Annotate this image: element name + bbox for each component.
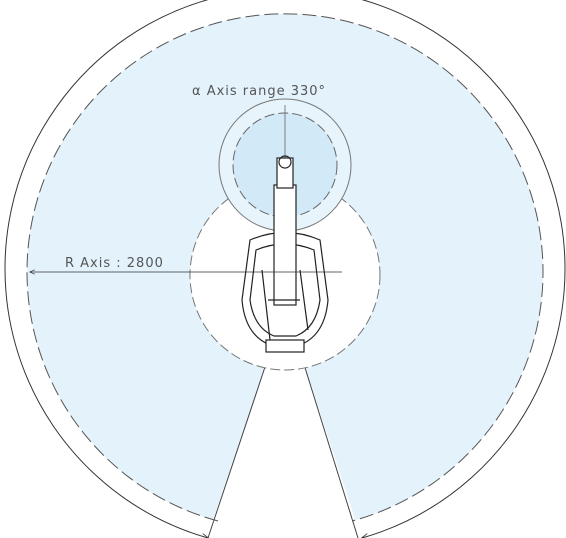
alpha-range-label: α Axis range 330°	[192, 84, 326, 99]
excluded-wedge	[206, 358, 362, 538]
range-boundary	[26, 13, 544, 522]
robot	[241, 155, 329, 353]
r-axis-label: R Axis : 2800	[65, 256, 164, 271]
wedge-edge	[301, 357, 359, 538]
wedge-edge	[207, 357, 269, 538]
outer-arc	[4, 0, 566, 538]
